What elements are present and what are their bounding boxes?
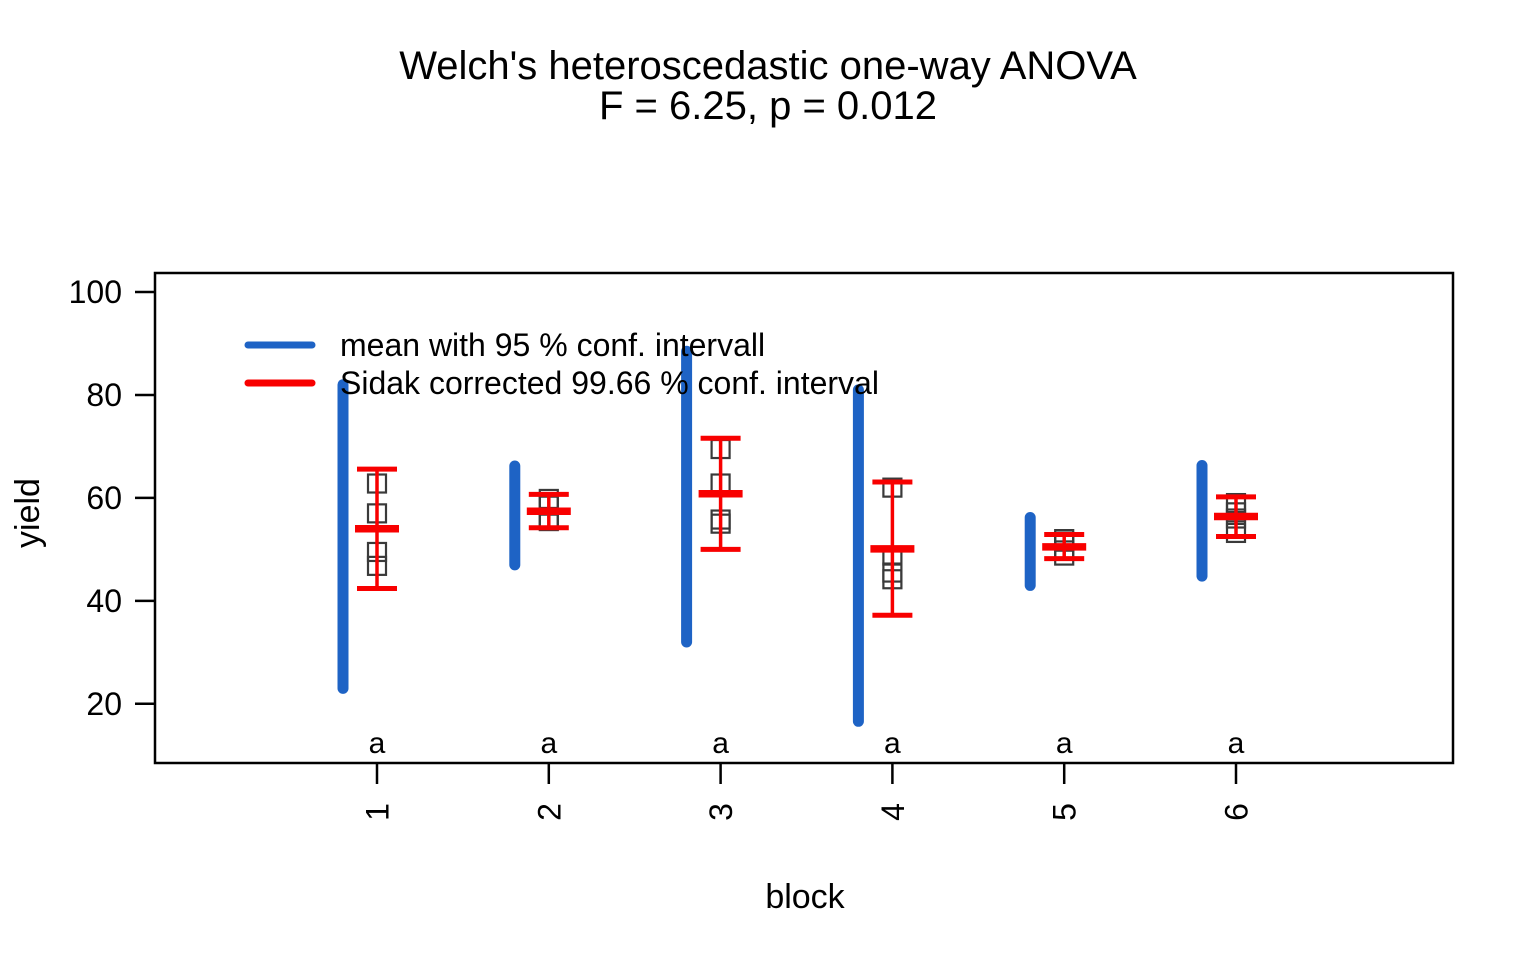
posthoc-letter: a xyxy=(369,727,386,760)
x-tick-label: 3 xyxy=(703,803,739,821)
plot-title: Welch's heteroscedastic one-way ANOVA xyxy=(399,44,1137,88)
posthoc-letter: a xyxy=(540,727,557,760)
legend-label-sidak-ci: Sidak corrected 99.66 % conf. interval xyxy=(340,365,879,401)
x-axis-title: block xyxy=(765,878,845,916)
x-tick-label: 4 xyxy=(875,803,911,821)
y-tick-label: 80 xyxy=(86,377,122,413)
y-tick-label: 40 xyxy=(86,583,122,619)
posthoc-letter: a xyxy=(1056,727,1073,760)
x-tick-label: 6 xyxy=(1219,803,1255,821)
legend-label-mean-ci: mean with 95 % conf. intervall xyxy=(340,327,765,363)
posthoc-letter: a xyxy=(1228,727,1245,760)
plot-subtitle: F = 6.25, p = 0.012 xyxy=(599,84,937,128)
x-tick-label: 1 xyxy=(360,803,396,821)
legend: mean with 95 % conf. intervall Sidak cor… xyxy=(244,327,879,401)
posthoc-letter: a xyxy=(884,727,901,760)
posthoc-letter: a xyxy=(712,727,729,760)
y-tick-label: 100 xyxy=(69,274,122,310)
y-axis-title: yield xyxy=(9,478,47,548)
x-tick-label: 5 xyxy=(1047,803,1083,821)
y-tick-label: 20 xyxy=(86,686,122,722)
x-tick-label: 2 xyxy=(531,803,567,821)
plot-border xyxy=(153,271,1455,765)
y-tick-label: 60 xyxy=(86,480,122,516)
